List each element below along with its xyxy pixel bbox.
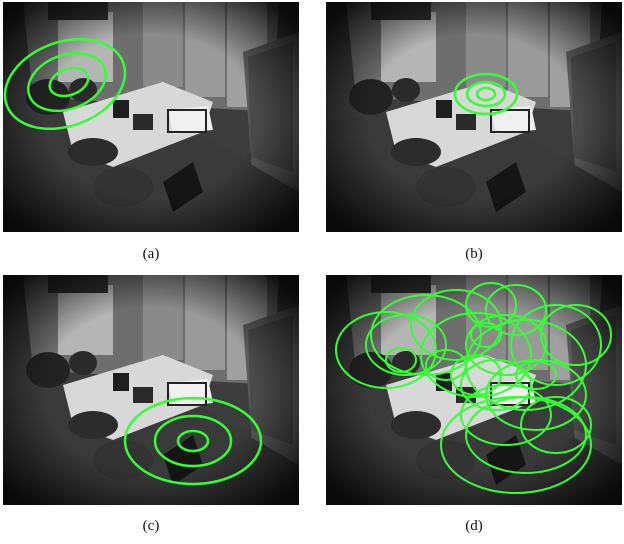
caption-a: (a) xyxy=(142,246,160,262)
photo-panel-d xyxy=(326,275,622,505)
ellipse xyxy=(460,384,552,446)
photo-panel-b xyxy=(326,2,622,232)
ellipse xyxy=(365,314,447,376)
caption-c: (c) xyxy=(142,518,160,534)
ellipse xyxy=(465,314,547,376)
ellipse-group-c xyxy=(123,396,263,486)
ellipse xyxy=(470,322,502,348)
ellipse-outer xyxy=(453,72,519,116)
ellipse xyxy=(420,312,532,398)
ellipse-group-d xyxy=(335,282,612,494)
ellipse xyxy=(460,359,532,411)
ellipse xyxy=(385,347,417,373)
ellipse-outer xyxy=(3,37,127,131)
photo-d-svg xyxy=(326,275,622,505)
photo-panel-a xyxy=(3,2,299,232)
ellipse-middle xyxy=(465,80,507,108)
caption-d: (d) xyxy=(465,518,483,534)
ellipse-outer xyxy=(123,396,263,486)
ellipse xyxy=(510,304,602,386)
ellipse-inner xyxy=(176,429,210,453)
photo-panel-c xyxy=(3,275,299,505)
ellipse xyxy=(450,354,502,396)
ellipse-group-a xyxy=(3,37,127,131)
photo-c-svg xyxy=(3,275,299,505)
ellipse xyxy=(425,349,467,381)
ellipse-group-b xyxy=(453,72,519,116)
ellipse xyxy=(465,282,517,328)
ellipse-inner xyxy=(475,86,497,102)
ellipse xyxy=(485,284,547,336)
ellipse xyxy=(440,396,592,494)
caption-b: (b) xyxy=(465,246,483,262)
photo-b-svg xyxy=(326,2,622,232)
ellipse-inner xyxy=(48,66,90,98)
ellipse-middle xyxy=(153,414,233,468)
ellipse xyxy=(520,396,592,454)
photo-a-svg xyxy=(3,2,299,232)
ellipse-middle xyxy=(27,51,107,113)
ellipse xyxy=(540,304,612,366)
ellipse xyxy=(335,311,437,389)
ellipse xyxy=(515,360,557,390)
